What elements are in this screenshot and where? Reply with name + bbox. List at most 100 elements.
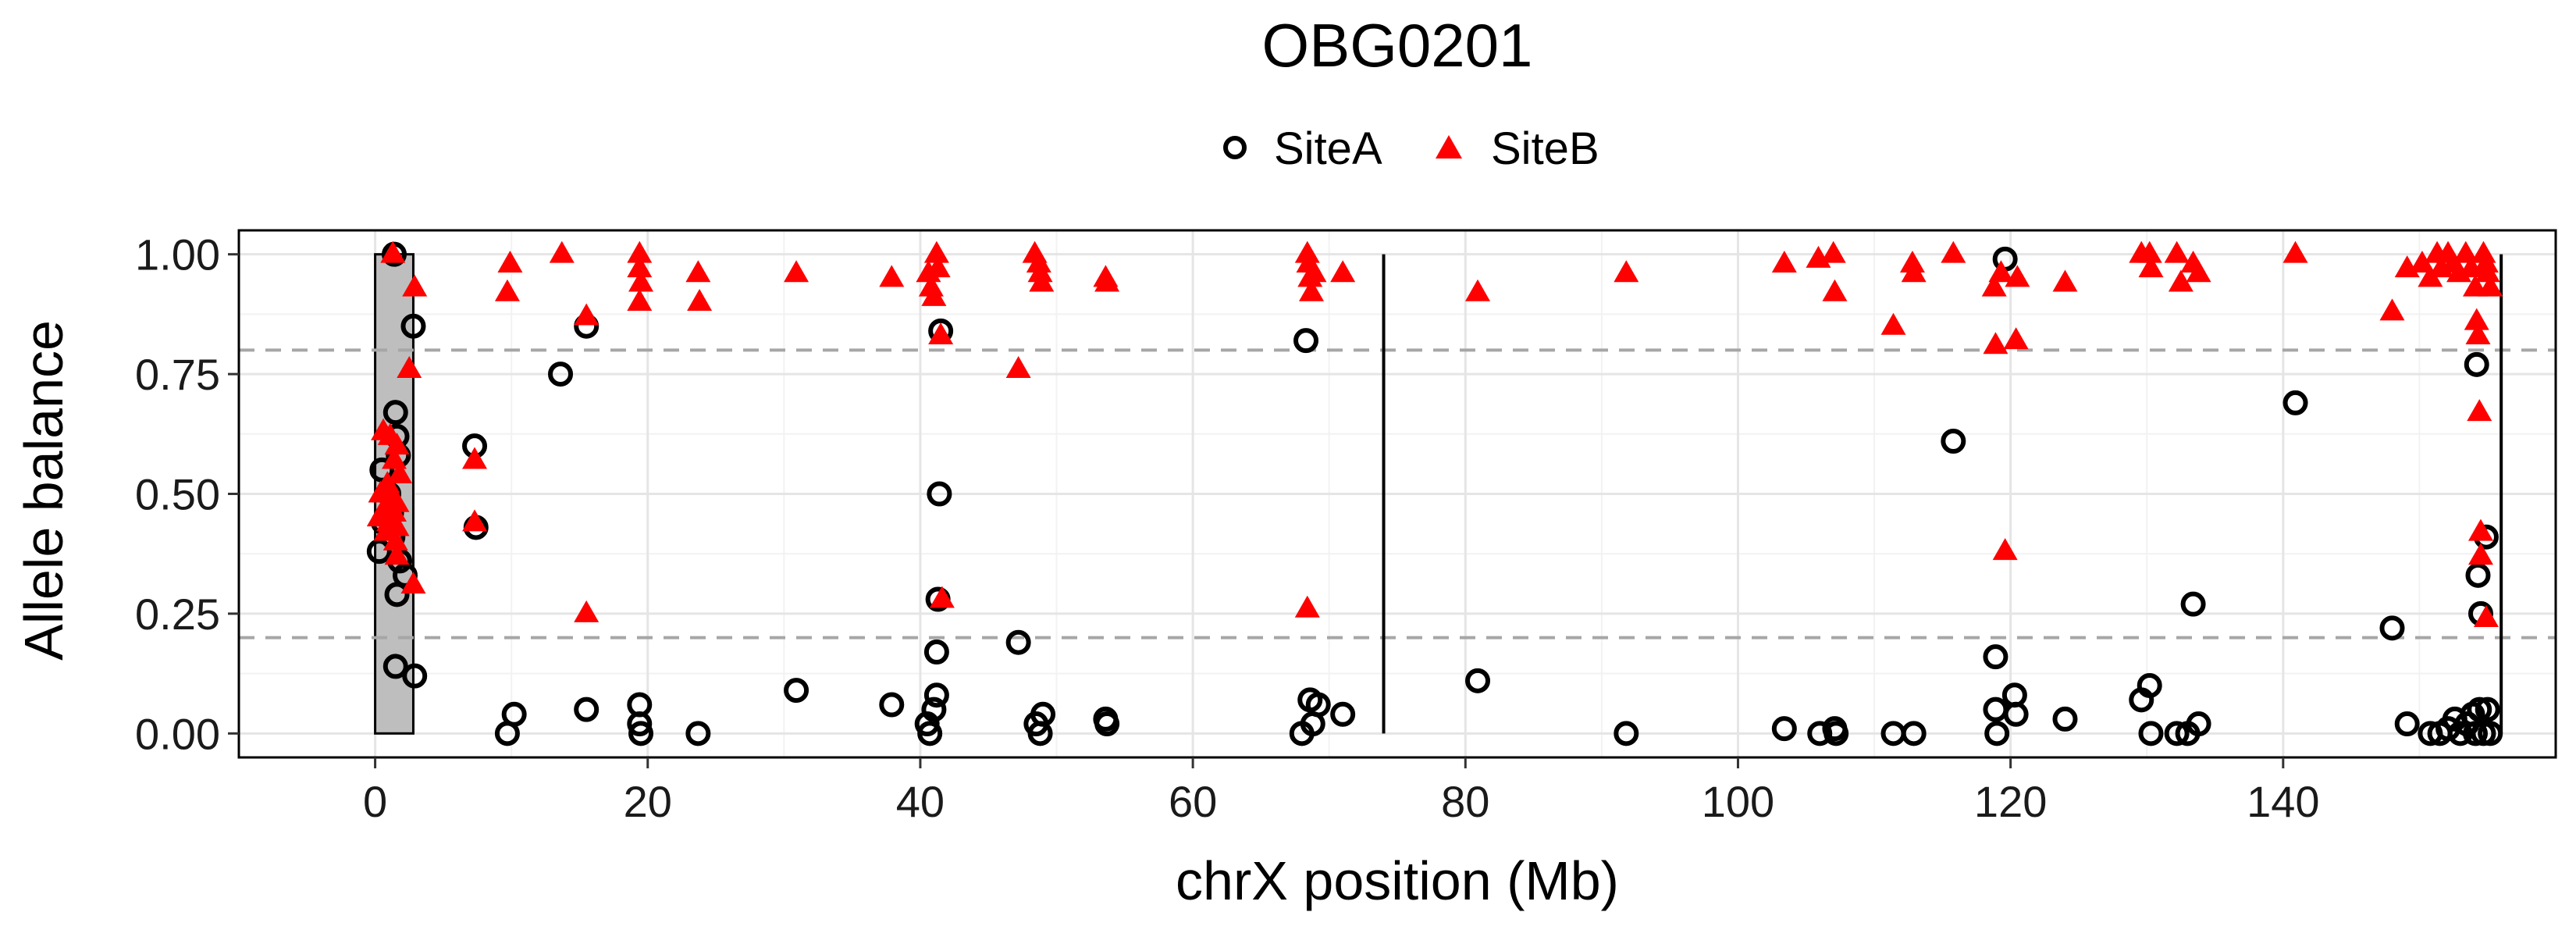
siteB-point: [1330, 260, 1356, 283]
siteB-point: [627, 240, 653, 263]
legend: SiteA SiteB: [1223, 123, 1599, 174]
siteB-point: [2186, 260, 2211, 283]
siteB-point: [1820, 240, 1846, 263]
siteA-point: [548, 362, 574, 387]
siteA-point: [2394, 711, 2420, 737]
siteB-point: [2282, 240, 2308, 263]
siteB-point: [1992, 538, 2018, 561]
siteA-point: [921, 697, 947, 722]
siteB-point: [2473, 250, 2499, 273]
legend-siteB-label: SiteB: [1491, 123, 1599, 174]
data-points: [366, 240, 2503, 746]
siteA-point: [1330, 701, 1356, 727]
siteA-point: [2282, 390, 2308, 415]
siteA-point: [1823, 721, 1849, 746]
x-tick-label: 40: [896, 777, 945, 826]
siteA-point: [1807, 721, 1833, 746]
siteB-point: [397, 355, 422, 378]
siteB-point: [1771, 250, 1797, 273]
siteB-point: [494, 279, 520, 301]
siteB-point: [1822, 279, 1848, 301]
siteB-point: [2409, 250, 2435, 273]
siteB-point: [628, 269, 654, 292]
siteA-point: [2478, 721, 2503, 746]
siteA-point: [382, 400, 408, 426]
siteB-point: [1988, 260, 2014, 283]
siteB-point: [1299, 279, 1325, 301]
siteA-point: [369, 457, 395, 483]
siteA-point: [1984, 721, 2010, 746]
siteA-point: [2138, 721, 2164, 746]
siteA-point: [1094, 711, 1120, 737]
siteB-point: [2137, 240, 2162, 263]
siteB-point: [1899, 250, 1925, 273]
siteB-point: [1301, 260, 1327, 283]
siteA-point: [628, 721, 654, 746]
siteB-point: [1094, 269, 1120, 292]
siteA-point: [927, 481, 952, 507]
siteA-point: [1614, 721, 1639, 746]
siteA-point: [2462, 721, 2488, 746]
y-tick-label: 0.75: [135, 350, 220, 399]
siteB-point: [1029, 269, 1055, 292]
siteA-point: [685, 721, 711, 746]
siteB-point: [2005, 265, 2030, 287]
legend-siteB-marker: [1436, 135, 1462, 159]
x-tick-label: 140: [2247, 777, 2319, 826]
siteB-point: [1294, 595, 1320, 618]
siteB-point: [2475, 260, 2500, 283]
siteB-point: [2168, 269, 2194, 292]
siteA-point: [1305, 692, 1331, 718]
siteB-point: [627, 255, 653, 278]
siteB-point: [462, 509, 488, 532]
siteA-point: [1941, 429, 1966, 454]
siteB-point: [1901, 260, 1927, 283]
siteA-point: [2464, 351, 2489, 377]
x-tick-label: 20: [624, 777, 672, 826]
siteB-point: [879, 265, 905, 287]
axes: 0 20 40 60 80 100 120 140 0.00 0.25 0.50 0.75 1.00: [135, 230, 2320, 826]
siteA-point: [1465, 668, 1491, 693]
x-tick-label: 60: [1169, 777, 1217, 826]
siteA-point: [2475, 697, 2500, 722]
siteB-point: [384, 543, 410, 565]
siteA-point: [627, 711, 653, 737]
siteA-point: [917, 721, 943, 746]
siteB-point: [549, 240, 575, 263]
siteA-point: [923, 682, 949, 708]
siteB-point: [925, 255, 951, 278]
siteB-point: [1027, 260, 1053, 283]
siteA-point: [400, 313, 426, 339]
siteB-point: [687, 289, 713, 312]
siteB-point: [2003, 327, 2029, 350]
siteB-point: [928, 322, 954, 344]
siteA-point: [1030, 701, 1056, 727]
siteB-point: [685, 260, 711, 283]
y-tick-label: 1.00: [135, 230, 220, 280]
x-tick-label: 80: [1441, 777, 1489, 826]
y-tick-label: 0.25: [135, 590, 220, 639]
siteA-point: [2003, 701, 2029, 727]
siteB-point: [2164, 240, 2190, 263]
siteB-point: [2473, 605, 2499, 628]
reference-lines: [239, 254, 2556, 734]
siteB-point: [497, 250, 523, 273]
siteA-point: [784, 678, 809, 704]
siteB-point: [921, 283, 947, 306]
siteA-point: [1983, 697, 2008, 722]
siteA-point: [1901, 721, 1927, 746]
siteB-point: [627, 289, 653, 312]
y-axis-title: Allele balance: [13, 320, 74, 661]
siteB-point: [2379, 298, 2405, 321]
siteA-point: [574, 697, 600, 722]
siteB-point: [1981, 274, 2007, 297]
siteA-point: [1005, 629, 1031, 655]
siteB-point: [382, 528, 408, 550]
siteA-point: [2186, 711, 2211, 737]
x-axis-title: chrX position (Mb): [1176, 850, 1619, 911]
siteB-point: [387, 461, 413, 483]
siteB-point: [2464, 308, 2489, 330]
y-tick-label: 0.50: [135, 470, 220, 519]
siteA-point: [2137, 672, 2162, 698]
